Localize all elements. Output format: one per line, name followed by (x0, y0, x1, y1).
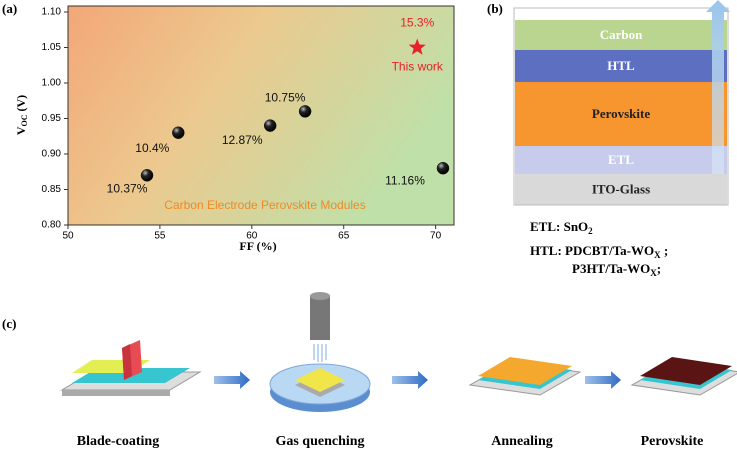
light-arrow (712, 10, 724, 174)
panel-label: (a) (2, 1, 17, 16)
note-sub: X (650, 268, 657, 278)
layer (515, 50, 727, 82)
point-label: 11.16% (385, 173, 425, 187)
note-rest: ; (661, 243, 669, 258)
y-tick-label: 0.85 (42, 184, 62, 195)
point-label: 15.3% (400, 16, 434, 30)
layer-stack: Carbon HTL Perovskite ETL ITO-Glass (515, 20, 727, 205)
point (436, 161, 450, 175)
point-label: 10.4% (135, 141, 169, 155)
light-arrow-head (706, 0, 730, 12)
y-tick-label: 0.95 (42, 113, 62, 124)
note-sub: X (654, 250, 661, 260)
x-tick-label: 60 (246, 231, 258, 242)
series-name: This work (392, 60, 444, 74)
layer (515, 82, 727, 146)
perovskite-drawing (630, 357, 737, 396)
star-point (408, 38, 426, 55)
panel-label: (c) (2, 316, 16, 331)
y-label-sub: OC (20, 114, 29, 126)
y-tick-label: 0.90 (42, 149, 62, 160)
plot-area (67, 5, 455, 226)
step-label: Blade-coating (77, 434, 159, 449)
point-label: 12.87% (222, 133, 263, 147)
blade-coating-drawing (60, 340, 202, 396)
step-label: Gas quenching (275, 434, 364, 449)
note-main: HTL: PDCBT/Ta-WO (530, 243, 654, 258)
note: ETL: SnO2 (530, 219, 593, 236)
x-tick-label: 55 (154, 231, 166, 242)
gas-quenching-drawing (269, 292, 371, 412)
note-main: ETL: SnO (530, 219, 588, 234)
point (263, 119, 277, 132)
x-tick-label: 70 (430, 231, 442, 242)
x-axis-label: FF (%) (239, 239, 276, 253)
annealing-drawing (468, 357, 582, 396)
y-tick-label: 1.00 (42, 78, 62, 89)
process-arrows (214, 371, 621, 389)
point (298, 105, 312, 118)
y-tick-label: 0.80 (42, 220, 62, 231)
point (172, 126, 185, 139)
y-axis-label: VOC (V) (14, 95, 29, 135)
layer-label: ITO-Glass (592, 181, 650, 196)
layer (515, 146, 727, 174)
layer-label: HTL (607, 58, 635, 73)
note-rest: ; (657, 261, 661, 276)
layer (515, 20, 727, 50)
panel-label: (b) (487, 1, 503, 16)
y-tick-label: 1.05 (42, 42, 62, 53)
point (140, 169, 154, 182)
y-tick-label: 1.10 (42, 7, 62, 18)
point-label: 10.37% (107, 181, 148, 195)
stack-frame (513, 7, 729, 206)
layer-label: Perovskite (592, 106, 650, 121)
point-label: 10.75% (265, 91, 306, 105)
layer-label: Carbon (600, 27, 643, 42)
note-sub: 2 (588, 226, 593, 236)
note: P3HT/Ta-WOX; (572, 261, 661, 278)
y-label-unit: (V) (14, 95, 28, 115)
x-tick-label: 65 (338, 231, 350, 242)
steps: Blade-coating Gas quenching Annealing Perov… (77, 434, 704, 449)
y-label-main: V (14, 126, 28, 135)
note: HTL: PDCBT/Ta-WOX ; (530, 243, 668, 260)
layer (515, 174, 727, 205)
note-main: P3HT/Ta-WO (572, 261, 650, 276)
annotation: Carbon Electrode Perovskite Modules (164, 198, 365, 212)
x-tick-label: 50 (62, 231, 74, 242)
layer-label: ETL (608, 152, 634, 167)
step-label: Perovskite (641, 434, 704, 449)
step-label: Annealing (491, 434, 552, 449)
